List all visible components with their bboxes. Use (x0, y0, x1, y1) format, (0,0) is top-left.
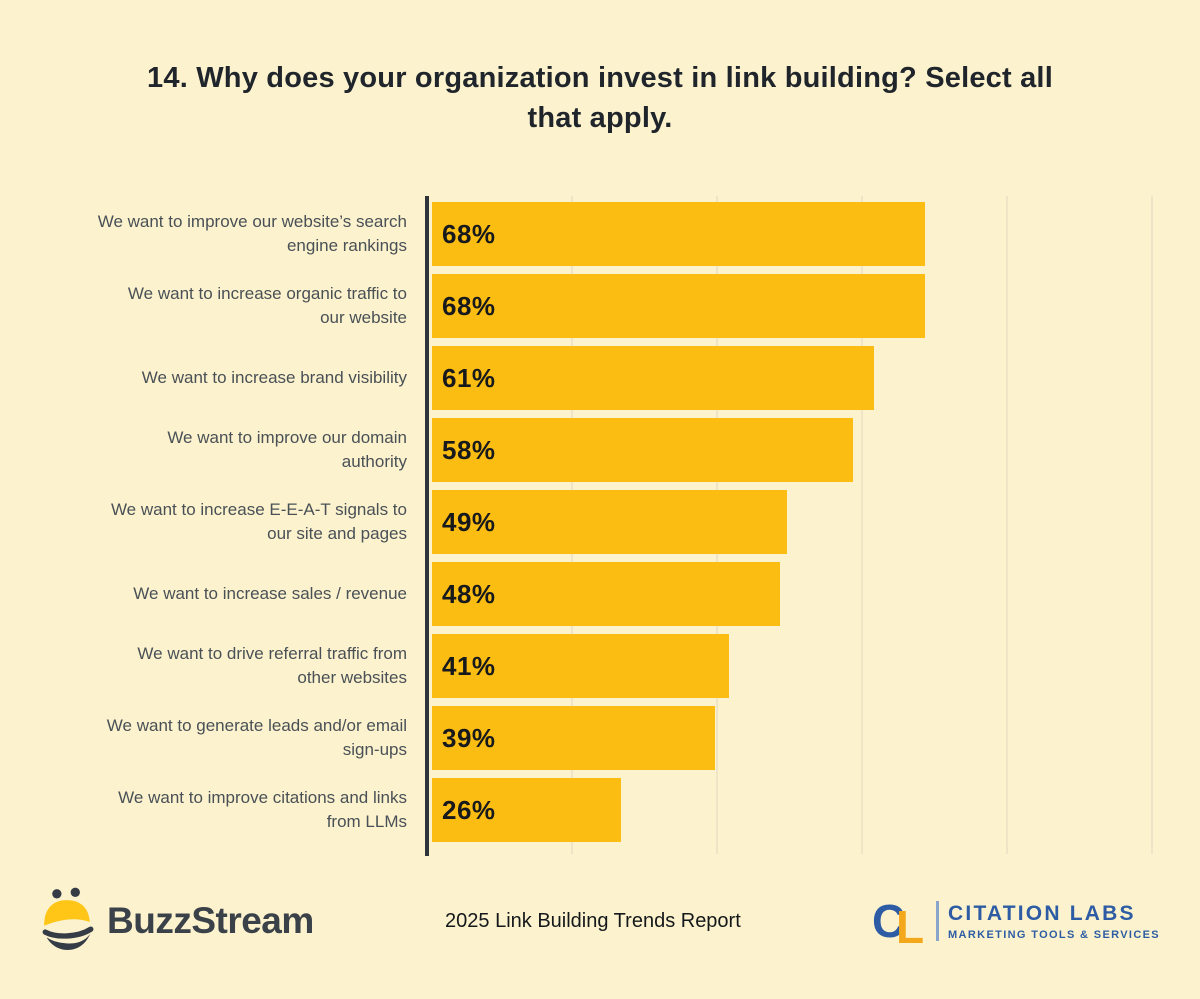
gridline (1151, 196, 1153, 854)
chart-rows: We want to improve our website’s search … (0, 196, 1200, 846)
category-label: We want to increase brand visibility (141, 368, 407, 387)
citation-labs-name: CITATION LABS (948, 901, 1136, 925)
bar: 49% (432, 490, 787, 554)
cl-monogram-l: L (896, 901, 925, 953)
value-label: 49% (442, 506, 496, 537)
gridline (861, 196, 863, 854)
cl-monogram-c: C (872, 895, 906, 947)
value-label: 58% (442, 434, 496, 465)
y-axis-line (425, 196, 429, 856)
gridline (1006, 196, 1008, 854)
value-label: 61% (442, 362, 496, 393)
chart-row: We want to generate leads and/or email s… (0, 702, 1200, 774)
citation-labs-text: CITATION LABS MARKETING TOOLS & SERVICES (948, 902, 1160, 941)
chart-title: 14. Why does your organization invest in… (147, 62, 1053, 134)
category-label: We want to improve our domain authority (167, 428, 407, 471)
citation-labs-logo: C L CITATION LABS MARKETING TOOLS & SERV… (872, 895, 1160, 950)
cl-monogram: C L (872, 895, 928, 950)
bee-icon (40, 887, 97, 956)
bar: 39% (432, 706, 715, 770)
category-label: We want to increase sales / revenue (133, 584, 407, 603)
chart-row: We want to improve our website’s search … (0, 198, 1200, 270)
category-label: We want to increase organic traffic to o… (127, 284, 407, 327)
category-label: We want to generate leads and/or email s… (106, 716, 407, 759)
citation-labs-divider (936, 901, 940, 941)
value-label: 26% (442, 794, 496, 825)
chart-row: We want to increase organic traffic to o… (0, 270, 1200, 342)
chart-row: We want to improve our domain authority 5… (0, 414, 1200, 486)
category-label: We want to increase E-E-A-T signals to o… (110, 500, 407, 543)
footer: BuzzStream 2025 Link Building Trends Rep… (0, 876, 1200, 966)
bar: 68% (432, 202, 925, 266)
value-label: 41% (442, 650, 496, 681)
report-title: 2025 Link Building Trends Report (445, 909, 741, 932)
category-label: We want to improve citations and links f… (118, 788, 407, 831)
bar: 68% (432, 274, 925, 338)
buzzstream-wordmark: BuzzStream (107, 900, 314, 941)
value-label: 39% (442, 722, 496, 753)
bar: 48% (432, 562, 780, 626)
buzzstream-logo: BuzzStream (40, 887, 314, 956)
bar: 26% (432, 778, 621, 842)
bar: 41% (432, 634, 729, 698)
category-label: We want to drive referral traffic from o… (137, 644, 407, 687)
value-label: 68% (442, 218, 496, 249)
chart-row: We want to increase E-E-A-T signals to o… (0, 486, 1200, 558)
bar: 61% (432, 346, 874, 410)
value-label: 48% (442, 578, 496, 609)
chart-row: We want to drive referral traffic from o… (0, 630, 1200, 702)
category-label: We want to improve our website’s search … (97, 212, 407, 255)
bar-chart: We want to improve our website’s search … (0, 196, 1200, 856)
citation-labs-tagline: MARKETING TOOLS & SERVICES (948, 928, 1160, 941)
chart-row: We want to increase sales / revenue 48% (0, 558, 1200, 630)
chart-row: We want to improve citations and links f… (0, 774, 1200, 846)
infographic-canvas: 14. Why does your organization invest in… (0, 58, 1200, 999)
bar: 58% (432, 418, 853, 482)
chart-row: We want to increase brand visibility 61% (0, 342, 1200, 414)
value-label: 68% (442, 290, 496, 321)
